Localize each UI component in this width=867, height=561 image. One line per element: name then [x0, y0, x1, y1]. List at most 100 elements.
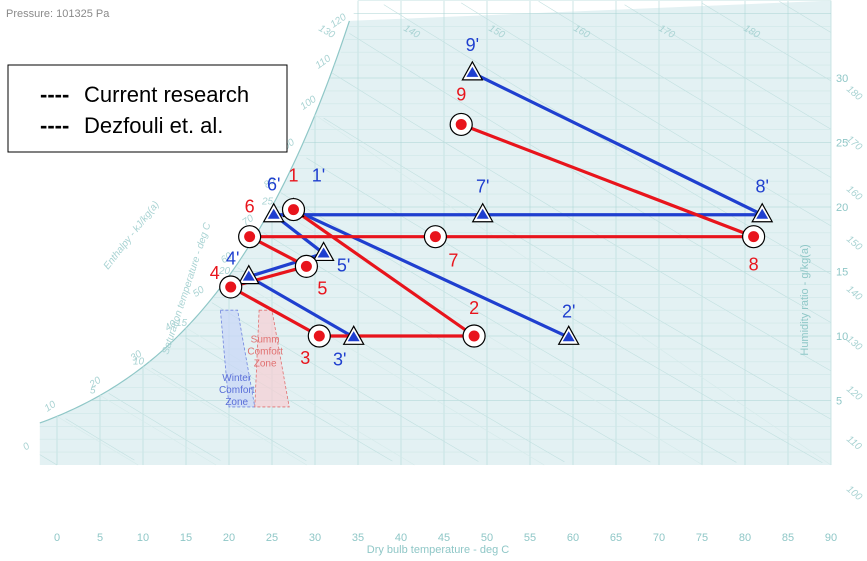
enthalpy-line	[39, 454, 58, 466]
state-point	[756, 208, 769, 219]
y-tick-label: 5	[836, 396, 842, 408]
enthalpy-line	[108, 393, 221, 461]
wetbulb-line	[228, 275, 545, 466]
process-segment	[471, 71, 763, 217]
state-point-label: 3	[300, 348, 310, 368]
enthalpy-line	[323, 117, 832, 420]
x-tick-label: 10	[137, 532, 149, 544]
zone-label: Zone	[254, 358, 277, 369]
x-tick-label: 45	[438, 532, 450, 544]
state-point	[300, 260, 312, 272]
state-point-label: 8	[749, 255, 759, 275]
state-point-label: 9	[456, 84, 466, 104]
y-axis-label: Humidity ratio - g/kg(a)	[799, 244, 811, 355]
state-point	[225, 281, 237, 293]
enthalpy-tick-label: 10	[43, 399, 59, 415]
legend-dash-dezfouli: ----	[40, 113, 69, 138]
state-point-label: 4	[210, 263, 220, 283]
state-point-label: 5	[317, 278, 327, 298]
process-segment	[460, 122, 755, 239]
state-point	[317, 247, 330, 258]
saturation-curve	[39, 20, 350, 424]
state-point-label: 9'	[466, 35, 479, 55]
x-tick-label: 85	[782, 532, 794, 544]
process-segment	[292, 208, 476, 338]
state-point-label: 3'	[333, 349, 346, 369]
saturation-tick-label: 10	[133, 357, 145, 368]
state-point	[748, 231, 760, 243]
state-point-label: 7'	[476, 177, 489, 197]
y-tick-label: 10	[836, 331, 848, 343]
state-point	[466, 66, 479, 77]
process-lines: 1' 2' 3' 4' 5' 6' 7' 8' 9' 1 2 3 4 5 6 7 8 9	[210, 35, 774, 369]
x-tick-label: 40	[395, 532, 407, 544]
legend-label-dezfouli: Dezfouli et. al.	[84, 113, 223, 138]
y-tick-label: 15	[836, 267, 848, 279]
enthalpy-tick-label: 100	[844, 484, 864, 503]
enthalpy-line	[185, 337, 393, 462]
enthalpy-tick-label: 160	[844, 184, 864, 203]
enthalpy-tick-label: 150	[844, 234, 864, 253]
legend-dash-current: ----	[40, 82, 69, 107]
saturation-tick-label: 5	[90, 385, 96, 396]
state-point-label: 4'	[226, 249, 239, 269]
enthalpy-tick-label: 120	[844, 384, 864, 403]
enthalpy-tick-label: 100	[299, 94, 319, 113]
zone-label: Summ	[251, 334, 280, 345]
state-point-label: 6	[245, 197, 255, 217]
x-tick-label: 25	[266, 532, 278, 544]
x-tick-label: 30	[309, 532, 321, 544]
state-point-label: 5'	[337, 255, 350, 275]
state-point-label: 1	[288, 166, 298, 186]
enthalpy-tick-label: 110	[844, 434, 864, 453]
enthalpy-line	[65, 418, 135, 461]
enthalpy-line	[461, 2, 832, 227]
legend-box	[7, 64, 288, 153]
enthalpy-line	[306, 157, 823, 464]
x-tick-label: 55	[524, 532, 536, 544]
enthalpy-line	[151, 367, 307, 462]
state-point-label: 1'	[312, 166, 325, 186]
y-tick-label: 25	[836, 138, 848, 150]
enthalpy-line	[538, 0, 832, 178]
enthalpy-line	[332, 72, 832, 372]
saturation-tick-label: 20	[218, 266, 231, 277]
state-point	[347, 331, 360, 342]
x-tick-label: 60	[567, 532, 579, 544]
y-tick-label: 20	[836, 202, 848, 214]
x-tick-label: 35	[352, 532, 364, 544]
enthalpy-tick-label: 110	[314, 53, 334, 71]
wetbulb-line	[99, 395, 217, 466]
zone-label: Comfort	[219, 385, 255, 396]
state-point-label: 8'	[755, 177, 768, 197]
x-tick-label: 90	[825, 532, 837, 544]
enthalpy-line	[211, 302, 479, 462]
state-point	[476, 208, 489, 219]
legend: ---- Current research ---- Dezfouli et. …	[7, 64, 288, 153]
process-segment	[247, 275, 355, 339]
zone-label: Winter	[222, 373, 252, 384]
enthalpy-tick-label: 0	[21, 441, 32, 453]
enthalpy-line	[779, 1, 832, 33]
state-point	[267, 208, 280, 219]
wetbulb-line	[314, 114, 832, 466]
state-point	[244, 231, 256, 243]
x-tick-label: 75	[696, 532, 708, 544]
x-tick-label: 20	[223, 532, 235, 544]
state-point-label: 2'	[562, 301, 575, 321]
legend-label-current: Current research	[84, 82, 249, 107]
x-tick-label: 0	[54, 532, 60, 544]
enthalpy-tick-label: 50	[191, 284, 207, 300]
process-segment	[229, 285, 321, 338]
enthalpy-line	[701, 2, 832, 82]
x-tick-label: 70	[653, 532, 665, 544]
zone-label: Zone	[225, 397, 248, 408]
wetbulb-line	[142, 366, 307, 466]
state-point-label: 6'	[267, 175, 280, 195]
x-tick-label: 5	[97, 532, 103, 544]
x-tick-label: 65	[610, 532, 622, 544]
state-point	[455, 118, 467, 130]
